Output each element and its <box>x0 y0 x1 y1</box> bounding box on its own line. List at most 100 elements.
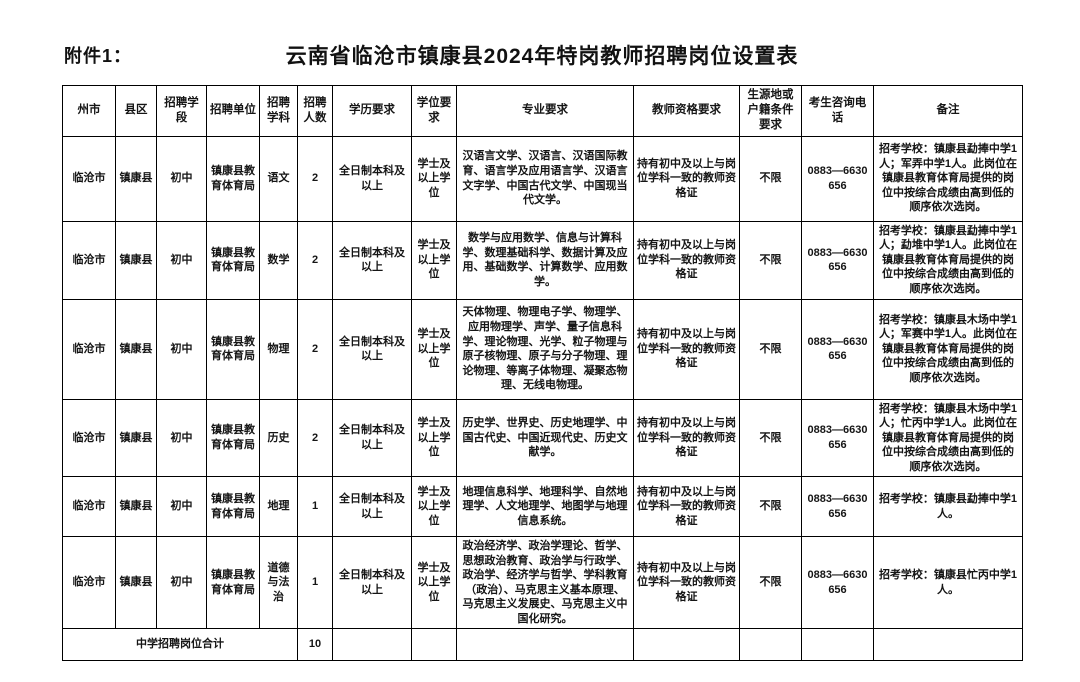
header-cell-residence: 生源地或户籍条件要求 <box>739 85 802 137</box>
header-cell-city: 州市 <box>62 85 116 137</box>
cell-phone: 0883—6630656 <box>801 476 874 538</box>
header-cell-remarks: 备注 <box>873 85 1023 137</box>
cell-degree: 学士及以上学位 <box>411 536 457 630</box>
cell-subject: 语文 <box>259 135 298 222</box>
header-cell-subject: 招聘学科 <box>259 85 298 137</box>
cell-unit: 镇康县教育体育局 <box>206 476 260 538</box>
table-row: 临沧市 镇康县 初中 镇康县教育体育局 物理 2 全日制本科及以上 学士及以上学… <box>62 298 1023 400</box>
cell-unit: 镇康县教育体育局 <box>206 298 260 400</box>
summary-empty-cell <box>332 628 412 662</box>
cell-stage: 初中 <box>156 398 207 478</box>
cell-stage: 初中 <box>156 476 207 538</box>
cell-residence: 不限 <box>739 135 802 222</box>
header-cell-phone: 考生咨询电话 <box>801 85 874 137</box>
cell-count: 2 <box>297 398 333 478</box>
table-row: 临沧市 镇康县 初中 镇康县教育体育局 道德与法治 1 全日制本科及以上 学士及… <box>62 536 1023 630</box>
cell-education: 全日制本科及以上 <box>332 135 412 222</box>
table-row: 临沧市 镇康县 初中 镇康县教育体育局 语文 2 全日制本科及以上 学士及以上学… <box>62 135 1023 222</box>
cell-count: 2 <box>297 220 333 300</box>
header-cell-certificate: 教师资格要求 <box>633 85 740 137</box>
cell-certificate: 持有初中及以上与岗位学科一致的教师资格证 <box>633 220 740 300</box>
summary-total: 10 <box>297 628 333 662</box>
header-cell-education: 学历要求 <box>332 85 412 137</box>
cell-county: 镇康县 <box>115 220 157 300</box>
cell-residence: 不限 <box>739 536 802 630</box>
cell-degree: 学士及以上学位 <box>411 476 457 538</box>
cell-phone: 0883—6630656 <box>801 398 874 478</box>
cell-remarks: 招考学校：镇康县木场中学1人；军赛中学1人。此岗位在镇康县教育体育局提供的岗位中… <box>873 298 1023 400</box>
cell-major: 天体物理、物理电子学、物理学、应用物理学、声学、量子信息科学、理论物理、光学、粒… <box>456 298 634 400</box>
cell-remarks: 招考学校：镇康县忙丙中学1人。 <box>873 536 1023 630</box>
cell-education: 全日制本科及以上 <box>332 298 412 400</box>
header-row: 州市 县区 招聘学段 招聘单位 招聘学科 招聘人数 学历要求 学位要求 专业要求… <box>62 85 1023 137</box>
cell-stage: 初中 <box>156 220 207 300</box>
summary-empty-cell <box>739 628 802 662</box>
cell-education: 全日制本科及以上 <box>332 476 412 538</box>
cell-remarks: 招考学校：镇康县木场中学1人；忙丙中学1人。此岗位在镇康县教育体育局提供的岗位中… <box>873 398 1023 478</box>
cell-city: 临沧市 <box>62 536 116 630</box>
attachment-label: 附件1： <box>64 46 133 66</box>
table-row: 临沧市 镇康县 初中 镇康县教育体育局 历史 2 全日制本科及以上 学士及以上学… <box>62 398 1023 478</box>
summary-empty-cell <box>411 628 457 662</box>
cell-certificate: 持有初中及以上与岗位学科一致的教师资格证 <box>633 536 740 630</box>
cell-major: 地理信息科学、地理科学、自然地理学、人文地理学、地图学与地理信息系统。 <box>456 476 634 538</box>
cell-unit: 镇康县教育体育局 <box>206 398 260 478</box>
cell-phone: 0883—6630656 <box>801 298 874 400</box>
recruitment-table: 州市 县区 招聘学段 招聘单位 招聘学科 招聘人数 学历要求 学位要求 专业要求… <box>62 85 1023 662</box>
cell-count: 1 <box>297 476 333 538</box>
cell-degree: 学士及以上学位 <box>411 398 457 478</box>
cell-education: 全日制本科及以上 <box>332 536 412 630</box>
cell-education: 全日制本科及以上 <box>332 220 412 300</box>
page-title: 云南省临沧市镇康县2024年特岗教师招聘岗位设置表 <box>285 45 799 68</box>
header-cell-unit: 招聘单位 <box>206 85 260 137</box>
cell-subject: 道德与法治 <box>259 536 298 630</box>
cell-residence: 不限 <box>739 220 802 300</box>
cell-certificate: 持有初中及以上与岗位学科一致的教师资格证 <box>633 476 740 538</box>
cell-residence: 不限 <box>739 398 802 478</box>
cell-phone: 0883—6630656 <box>801 220 874 300</box>
cell-unit: 镇康县教育体育局 <box>206 135 260 222</box>
cell-county: 镇康县 <box>115 536 157 630</box>
cell-residence: 不限 <box>739 298 802 400</box>
cell-county: 镇康县 <box>115 398 157 478</box>
cell-degree: 学士及以上学位 <box>411 135 457 222</box>
cell-phone: 0883—6630656 <box>801 135 874 222</box>
cell-county: 镇康县 <box>115 476 157 538</box>
cell-stage: 初中 <box>156 298 207 400</box>
cell-major: 政治经济学、政治学理论、哲学、思想政治教育、政治学与行政学、政治学、经济学与哲学… <box>456 536 634 630</box>
cell-city: 临沧市 <box>62 135 116 222</box>
cell-residence: 不限 <box>739 476 802 538</box>
header-cell-count: 招聘人数 <box>297 85 333 137</box>
cell-major: 历史学、世界史、历史地理学、中国古代史、中国近现代史、历史文献学。 <box>456 398 634 478</box>
table-row: 临沧市 镇康县 初中 镇康县教育体育局 地理 1 全日制本科及以上 学士及以上学… <box>62 476 1023 538</box>
cell-subject: 物理 <box>259 298 298 400</box>
summary-empty-cell <box>633 628 740 662</box>
cell-subject: 地理 <box>259 476 298 538</box>
summary-empty-cell <box>801 628 874 662</box>
title-bar: 附件1： 云南省临沧市镇康县2024年特岗教师招聘岗位设置表 <box>62 38 1022 72</box>
cell-stage: 初中 <box>156 536 207 630</box>
cell-certificate: 持有初中及以上与岗位学科一致的教师资格证 <box>633 298 740 400</box>
header-cell-county: 县区 <box>115 85 157 137</box>
cell-count: 2 <box>297 135 333 222</box>
cell-city: 临沧市 <box>62 398 116 478</box>
cell-count: 2 <box>297 298 333 400</box>
cell-remarks: 招考学校：镇康县勐捧中学1人；勐堆中学1人。此岗位在镇康县教育体育局提供的岗位中… <box>873 220 1023 300</box>
cell-certificate: 持有初中及以上与岗位学科一致的教师资格证 <box>633 398 740 478</box>
cell-remarks: 招考学校：镇康县勐捧中学1人；军弄中学1人。此岗位在镇康县教育体育局提供的岗位中… <box>873 135 1023 222</box>
cell-remarks: 招考学校：镇康县勐捧中学1人。 <box>873 476 1023 538</box>
cell-county: 镇康县 <box>115 298 157 400</box>
cell-unit: 镇康县教育体育局 <box>206 536 260 630</box>
summary-empty-cell <box>456 628 634 662</box>
summary-empty-cell <box>873 628 1023 662</box>
cell-phone: 0883—6630656 <box>801 536 874 630</box>
cell-major: 数学与应用数学、信息与计算科学、数理基础科学、数据计算及应用、基础数学、计算数学… <box>456 220 634 300</box>
cell-subject: 历史 <box>259 398 298 478</box>
cell-city: 临沧市 <box>62 220 116 300</box>
cell-stage: 初中 <box>156 135 207 222</box>
cell-subject: 数学 <box>259 220 298 300</box>
cell-county: 镇康县 <box>115 135 157 222</box>
header-cell-degree: 学位要求 <box>411 85 457 137</box>
summary-row: 中学招聘岗位合计 10 <box>62 628 1023 662</box>
